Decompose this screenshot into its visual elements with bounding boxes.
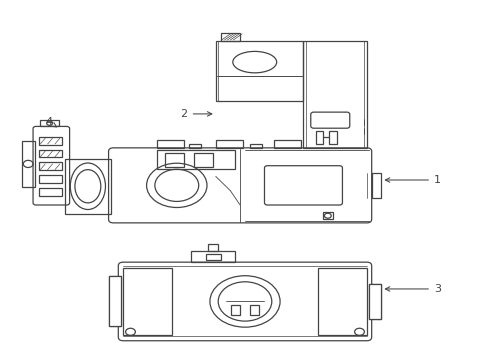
Bar <box>303 41 367 148</box>
Bar <box>329 131 337 144</box>
Bar <box>189 144 201 148</box>
Bar <box>109 276 121 327</box>
Bar <box>274 140 301 148</box>
Bar <box>194 153 213 167</box>
Bar <box>318 267 367 336</box>
Bar <box>109 276 121 327</box>
Bar <box>157 140 184 148</box>
Bar <box>369 284 381 319</box>
Bar <box>216 41 303 102</box>
Bar <box>372 173 381 198</box>
Bar <box>369 284 381 319</box>
Bar <box>65 158 111 214</box>
Bar <box>316 131 323 144</box>
Bar <box>40 120 59 126</box>
Bar <box>165 153 184 167</box>
Bar <box>250 144 262 148</box>
Bar <box>39 150 62 157</box>
Bar <box>250 305 259 315</box>
Bar <box>157 150 235 169</box>
Bar <box>192 251 235 262</box>
Bar <box>216 140 243 148</box>
Bar <box>208 244 218 251</box>
Bar <box>123 267 172 336</box>
Text: 2: 2 <box>180 109 212 119</box>
Bar <box>23 141 34 187</box>
Bar <box>39 137 62 145</box>
Bar <box>206 254 220 260</box>
Text: 1: 1 <box>385 175 441 185</box>
Bar <box>231 305 240 315</box>
Text: 4: 4 <box>46 117 56 127</box>
Bar <box>39 162 62 170</box>
Bar <box>220 33 240 41</box>
Bar <box>39 188 62 196</box>
Text: 3: 3 <box>385 284 441 294</box>
Bar <box>323 212 333 219</box>
Bar <box>39 175 62 183</box>
